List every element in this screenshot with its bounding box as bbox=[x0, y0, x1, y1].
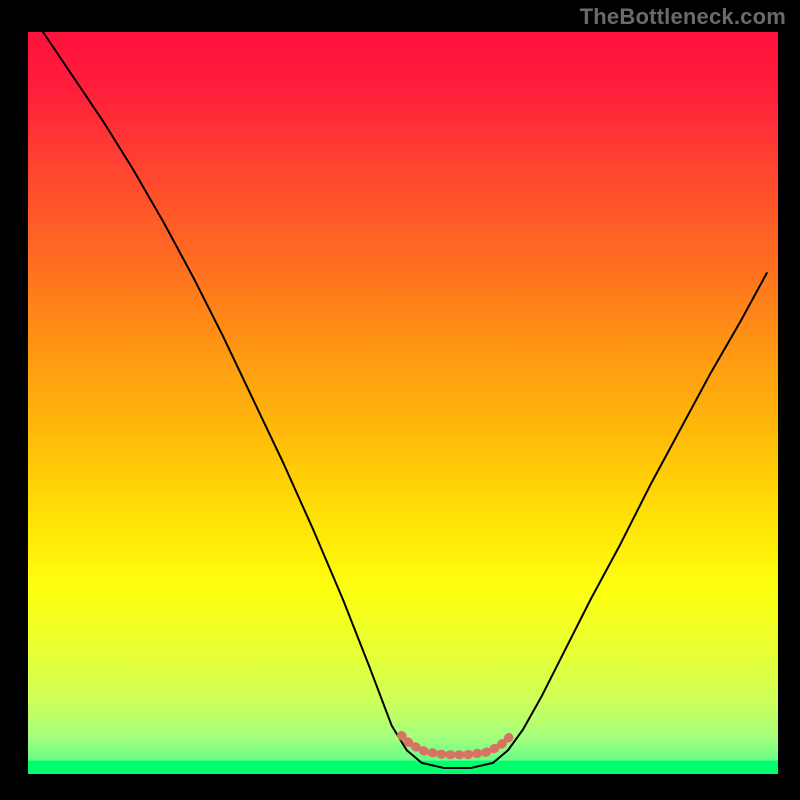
watermark-text: TheBottleneck.com bbox=[580, 4, 786, 30]
bottleneck-curve-chart bbox=[0, 0, 800, 800]
bottom-green-band bbox=[28, 761, 778, 774]
gradient-background bbox=[28, 32, 778, 774]
chart-stage: TheBottleneck.com bbox=[0, 0, 800, 800]
